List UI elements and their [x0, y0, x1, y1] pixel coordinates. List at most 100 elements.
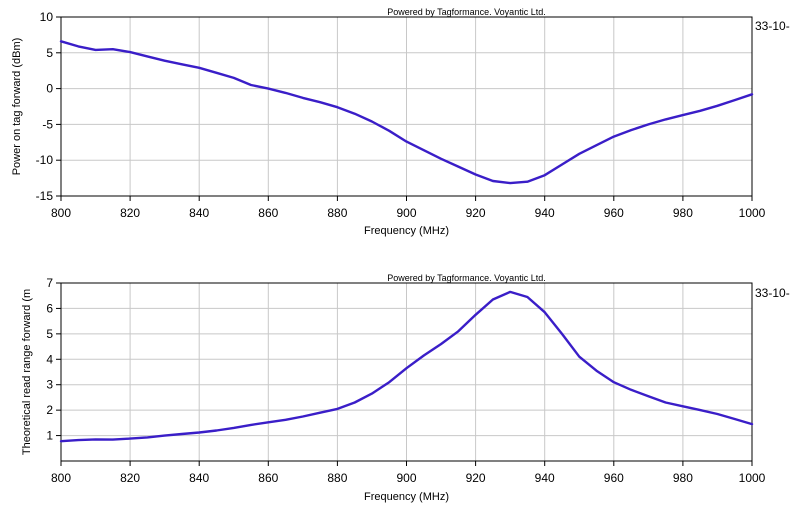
data-point	[129, 437, 132, 440]
plot-border	[60, 16, 753, 197]
data-point	[561, 163, 563, 166]
data-point	[751, 93, 753, 96]
data-point	[682, 114, 684, 116]
y-tick-label: 4	[46, 352, 53, 366]
y-tick-label: -15	[36, 189, 54, 203]
data-point	[664, 401, 667, 404]
data-point	[578, 152, 581, 155]
data-point	[388, 129, 391, 132]
data-point	[267, 87, 270, 90]
data-point	[129, 51, 132, 53]
y-tick-label: 10	[40, 10, 54, 24]
data-point	[751, 423, 753, 425]
x-axis-label: Frequency (MHz)	[364, 491, 449, 503]
data-point	[60, 40, 62, 43]
x-tick-label: 1000	[739, 206, 766, 220]
x-tick-label: 900	[396, 206, 416, 220]
data-point	[111, 438, 114, 441]
data-point	[630, 129, 632, 132]
data-point	[319, 411, 321, 414]
data-point	[457, 330, 460, 333]
data-point	[284, 418, 287, 421]
x-tick-label: 940	[535, 471, 555, 485]
data-point	[250, 424, 252, 426]
date-label: 33-10-	[755, 19, 790, 33]
y-tick-label: 2	[46, 403, 53, 417]
data-point	[509, 291, 512, 293]
x-tick-label: 960	[604, 471, 624, 485]
data-point	[146, 55, 149, 58]
y-tick-label: 7	[46, 276, 53, 290]
data-point	[612, 381, 615, 384]
x-tick-label: 840	[189, 471, 209, 485]
y-tick-label: 0	[46, 82, 53, 96]
y-tick-label: 3	[46, 378, 53, 392]
y-tick-label: -5	[42, 117, 53, 131]
x-tick-label: 920	[466, 206, 486, 220]
data-point	[336, 408, 339, 410]
data-point	[526, 296, 529, 298]
data-point	[215, 71, 218, 74]
data-point	[699, 409, 702, 411]
plot-border	[60, 282, 753, 462]
data-point	[198, 431, 201, 434]
x-tick-label: 820	[120, 471, 140, 485]
x-tick-label: 1000	[739, 471, 766, 485]
y-tick-label: 5	[46, 46, 53, 60]
data-point	[612, 135, 615, 138]
credit-text: Powered by Tagformance. Voyantic Ltd.	[387, 273, 545, 283]
data-point	[250, 84, 252, 86]
x-tick-label: 960	[604, 206, 624, 220]
data-point	[630, 388, 632, 391]
data-point	[647, 123, 650, 126]
data-point	[181, 433, 183, 435]
x-tick-label: 860	[258, 471, 278, 485]
data-point	[543, 174, 546, 177]
data-point	[215, 429, 218, 432]
x-tick-label: 980	[673, 471, 693, 485]
data-point	[198, 66, 201, 69]
data-point	[440, 157, 442, 160]
x-tick-label: 800	[51, 206, 71, 220]
data-point	[682, 405, 684, 408]
data-point	[405, 367, 408, 370]
x-tick-label: 980	[673, 206, 693, 220]
data-point	[561, 333, 563, 335]
data-point	[474, 173, 477, 176]
data-point	[60, 440, 62, 443]
data-point	[578, 355, 581, 358]
x-axis-label: Frequency (MHz)	[364, 225, 449, 237]
data-point	[371, 120, 373, 123]
x-tick-label: 920	[466, 471, 486, 485]
data-point	[492, 298, 494, 301]
x-tick-label: 880	[327, 471, 347, 485]
y-tick-label: 1	[46, 429, 53, 443]
bottom-chart-panel: 800 820 840 860 880 900 920 940 960 980 1000 1 2 3 4 5 6…	[21, 273, 790, 503]
y-tick-label: -10	[36, 153, 54, 167]
data-point	[302, 415, 304, 418]
x-tick-label: 820	[120, 206, 140, 220]
data-point	[163, 434, 166, 437]
data-point	[526, 180, 529, 183]
data-point	[388, 381, 391, 384]
data-point	[232, 427, 235, 429]
data-point	[733, 418, 736, 420]
data-point	[353, 401, 356, 404]
data-point	[595, 369, 598, 372]
date-label: 33-10-	[755, 286, 790, 300]
data-point	[440, 343, 442, 345]
data-point	[716, 413, 719, 415]
data-point	[509, 182, 512, 185]
data-point	[302, 97, 304, 99]
y-tick-label: 6	[46, 301, 53, 315]
x-tick-label: 860	[258, 206, 278, 220]
data-point	[716, 104, 719, 107]
data-point	[543, 311, 546, 314]
data-point	[163, 59, 166, 62]
data-point	[284, 92, 287, 94]
data-point	[699, 109, 702, 112]
data-point	[474, 313, 477, 316]
data-point	[77, 45, 80, 48]
data-point	[111, 48, 114, 51]
